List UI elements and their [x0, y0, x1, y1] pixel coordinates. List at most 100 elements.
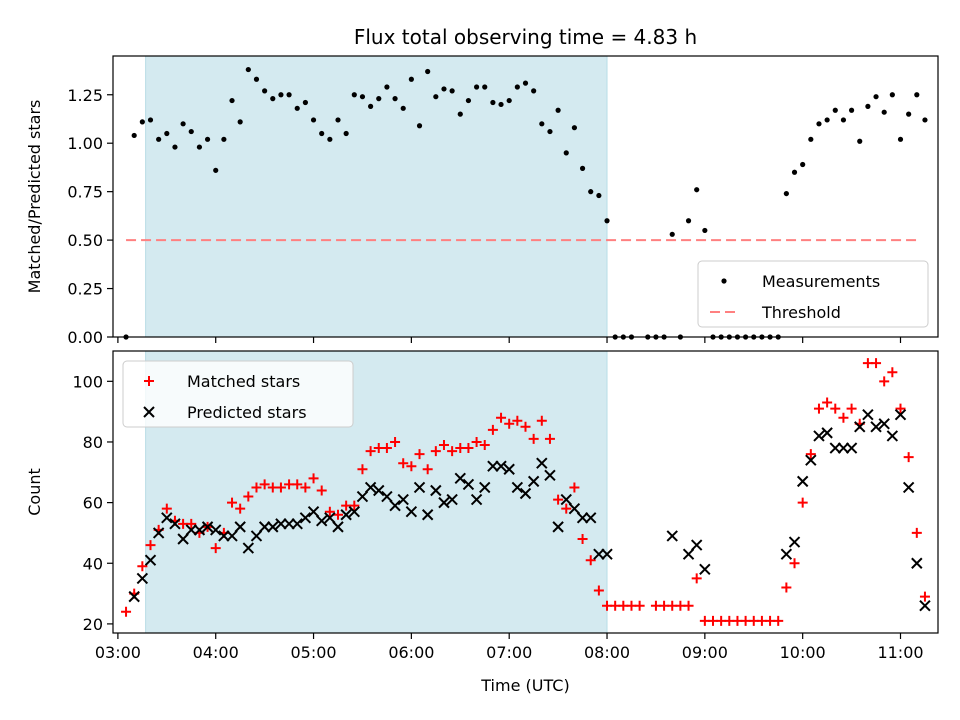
data-point [292, 479, 303, 490]
y-tick-label: 60 [83, 494, 103, 513]
x-tick-label: 05:00 [290, 643, 336, 662]
data-point [780, 548, 793, 560]
data-point [245, 66, 251, 73]
data-point [392, 96, 398, 102]
data-point [408, 76, 414, 82]
data-point [137, 561, 148, 572]
data-point [275, 482, 286, 493]
data-point [310, 117, 317, 123]
data-point [527, 475, 540, 488]
data-point [528, 433, 539, 444]
legend: Matched stars Predicted stars [122, 360, 354, 428]
data-point [267, 521, 279, 533]
x-tick-label: 11:00 [877, 643, 923, 662]
data-point [433, 94, 439, 100]
series-0 [123, 66, 928, 340]
data-point [210, 524, 222, 536]
data-point [805, 449, 816, 460]
data-point [308, 473, 319, 484]
data-point [829, 442, 841, 454]
data-point [822, 397, 833, 408]
data-point [788, 536, 801, 548]
x-tick-label: 10:00 [780, 643, 826, 662]
y-axis-label: Matched/Predicted stars [25, 100, 44, 294]
bottom-panel: 20 40 60 80 100 03:00 04:00 05:00 06:00 07:00 08:0… [25, 350, 939, 695]
data-point [251, 482, 262, 493]
data-point [588, 189, 594, 195]
data-point [773, 615, 784, 626]
data-point [422, 464, 433, 475]
data-point [258, 521, 271, 533]
data-point [229, 97, 235, 104]
data-point [830, 403, 841, 414]
data-point [324, 506, 335, 517]
data-point [413, 481, 426, 494]
data-point [604, 218, 610, 224]
data-point [816, 121, 822, 127]
data-point [161, 512, 173, 524]
y-tick-label: 80 [83, 433, 103, 452]
data-point [887, 367, 898, 378]
data-point [237, 119, 243, 125]
data-point [332, 521, 344, 533]
data-point [895, 403, 906, 414]
data-point [911, 557, 923, 569]
data-point [340, 509, 352, 521]
data-point [307, 506, 320, 518]
data-point [397, 493, 409, 506]
x-tick-label: 06:00 [388, 643, 434, 662]
data-point [496, 412, 507, 423]
y-tick-label: 1.00 [67, 134, 103, 153]
data-point [498, 101, 504, 108]
x-tick-label: 09:00 [682, 643, 728, 662]
data-point [441, 86, 447, 92]
data-point [131, 132, 137, 139]
data-point [561, 503, 572, 514]
y-axis-label: Count [25, 468, 44, 516]
data-point [302, 99, 308, 106]
data-point [405, 506, 418, 518]
data-point [576, 512, 589, 524]
data-point [291, 518, 303, 530]
data-point [389, 499, 401, 512]
data-point [848, 107, 855, 113]
data-point [457, 111, 463, 117]
data-point [552, 521, 564, 533]
data-point [449, 88, 455, 94]
data-point [335, 117, 341, 123]
data-point [368, 103, 374, 109]
data-point [669, 231, 675, 237]
data-point [144, 554, 157, 566]
data-point [188, 128, 194, 135]
data-point [922, 117, 928, 123]
data-point [879, 376, 890, 387]
y-tick-label: 0.00 [67, 328, 103, 347]
legend-label: Threshold [761, 303, 841, 322]
data-point [381, 490, 393, 503]
data-point [685, 218, 692, 224]
data-point [414, 449, 425, 460]
y-tick-label: 1.25 [67, 86, 103, 105]
data-point [204, 136, 211, 142]
data-point [213, 167, 219, 173]
data-point [438, 440, 449, 450]
data-point [865, 103, 871, 109]
data-point [894, 408, 907, 421]
legend-box [697, 260, 929, 328]
data-point [250, 530, 263, 542]
data-point [832, 107, 838, 113]
data-point [560, 493, 572, 506]
legend-label: Measurements [762, 272, 880, 291]
data-point [495, 460, 507, 472]
data-point [180, 121, 186, 127]
data-point [242, 542, 255, 554]
legend-swatch [143, 406, 155, 418]
data-point [824, 117, 830, 123]
data-point [539, 121, 545, 127]
data-point [800, 161, 806, 168]
data-point [300, 482, 311, 493]
data-point [357, 464, 368, 475]
data-point [553, 494, 564, 505]
data-point [454, 472, 466, 485]
